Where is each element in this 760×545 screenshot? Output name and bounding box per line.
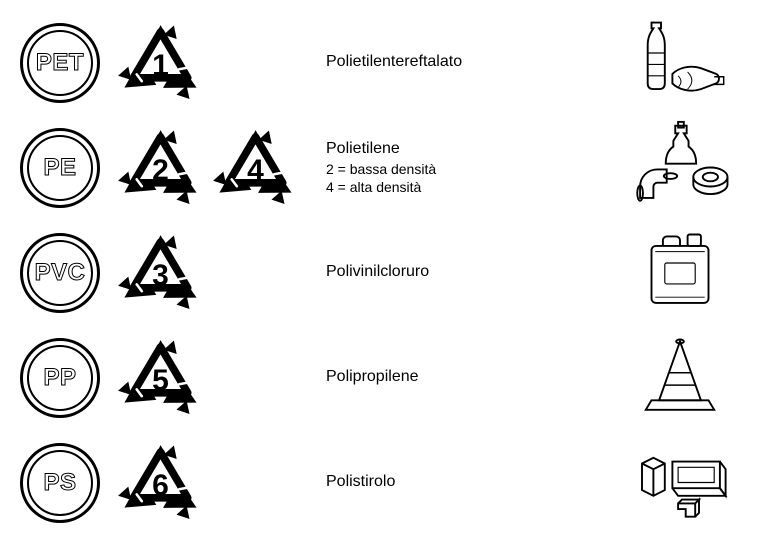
recycle-icon: 2 bbox=[118, 125, 203, 210]
code-label: PVC bbox=[35, 259, 86, 287]
recycle-group-pvc: 3 bbox=[118, 230, 308, 315]
code-badge-pp: PP bbox=[20, 338, 100, 418]
recycle-icon: 3 bbox=[118, 230, 203, 315]
material-name-pet: Polietilentereftalato bbox=[326, 52, 602, 73]
code-badge-ps: PS bbox=[20, 443, 100, 523]
recycle-group-pe: 2 4 bbox=[118, 125, 308, 210]
code-label: PE bbox=[43, 154, 76, 182]
material-name-text: Polietilene bbox=[326, 139, 602, 160]
code-badge-pvc: PVC bbox=[20, 233, 100, 313]
example-illustration-ps bbox=[620, 435, 740, 530]
example-illustration-pp bbox=[620, 330, 740, 425]
material-name-pp: Polipropilene bbox=[326, 367, 602, 388]
row-ps: PS 6 Polistirolo bbox=[20, 430, 740, 535]
material-name-ps: Polistirolo bbox=[326, 472, 602, 493]
recycle-icon: 5 bbox=[118, 335, 203, 420]
recycle-number: 2 bbox=[152, 154, 169, 188]
row-pe: PE 2 4 Polietilene 2 = bassa densità 4 =… bbox=[20, 115, 740, 220]
row-pvc: PVC 3 Polivinilcloruro bbox=[20, 220, 740, 325]
example-illustration-pet bbox=[620, 15, 740, 110]
recycle-group-ps: 6 bbox=[118, 440, 308, 525]
recycle-group-pp: 5 bbox=[118, 335, 308, 420]
material-name-text: Polietilentereftalato bbox=[326, 52, 602, 73]
recycle-group-pet: 1 bbox=[118, 20, 308, 105]
recycle-number: 5 bbox=[152, 364, 169, 398]
recycle-number: 6 bbox=[152, 469, 169, 503]
recycle-icon: 6 bbox=[118, 440, 203, 525]
recycle-number: 3 bbox=[152, 259, 169, 293]
code-badge-pe: PE bbox=[20, 128, 100, 208]
recycle-icon: 1 bbox=[118, 20, 203, 105]
code-label: PS bbox=[43, 469, 76, 497]
material-name-text: Polipropilene bbox=[326, 367, 602, 388]
material-name-pe: Polietilene 2 = bassa densità 4 = alta d… bbox=[326, 139, 602, 196]
row-pp: PP 5 Polipropilene bbox=[20, 325, 740, 430]
recycle-icon: 4 bbox=[213, 125, 298, 210]
code-badge-pet: PET bbox=[20, 23, 100, 103]
row-pet: PET 1 Polietilentereftalato bbox=[20, 10, 740, 115]
example-illustration-pe bbox=[620, 120, 740, 215]
material-name-text: Polistirolo bbox=[326, 472, 602, 493]
material-sub-2: 4 = alta densità bbox=[326, 178, 602, 196]
material-name-pvc: Polivinilcloruro bbox=[326, 262, 602, 283]
recycle-number: 4 bbox=[247, 154, 264, 188]
code-label: PP bbox=[43, 364, 76, 392]
code-label: PET bbox=[36, 49, 84, 77]
recycle-number: 1 bbox=[152, 49, 169, 83]
material-name-text: Polivinilcloruro bbox=[326, 262, 602, 283]
material-sub-1: 2 = bassa densità bbox=[326, 160, 602, 178]
example-illustration-pvc bbox=[620, 225, 740, 320]
